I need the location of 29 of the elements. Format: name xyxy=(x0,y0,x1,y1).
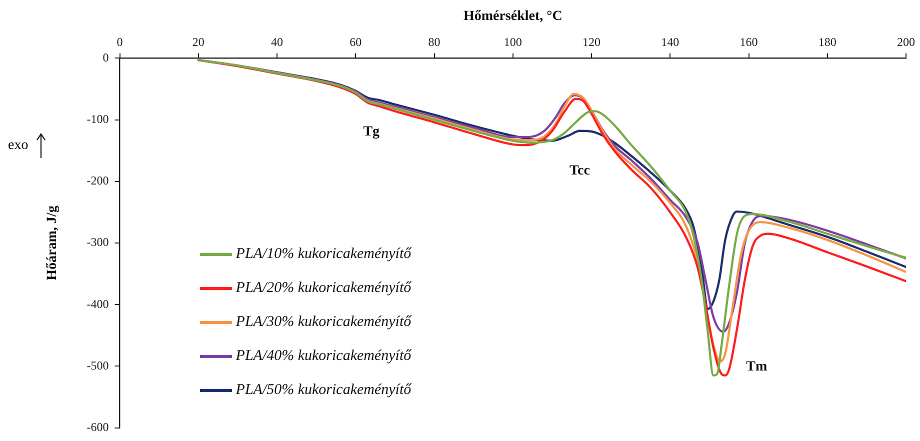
annotation: Tg xyxy=(363,124,380,140)
text: exo xyxy=(8,138,28,154)
y-tick-label: -500 xyxy=(86,358,109,372)
annotation: Tm xyxy=(746,359,768,374)
y-axis-title: Hőáram, J/g xyxy=(45,206,60,280)
y-tick-label: -300 xyxy=(86,235,109,250)
y-tick-label: 0 xyxy=(102,50,109,64)
x-tick-label: 160 xyxy=(740,35,758,50)
x-tick-label: 40 xyxy=(271,35,284,50)
x-tick-label: 60 xyxy=(350,35,362,50)
legend-label: PLA/50% kukoricakeményítő xyxy=(236,382,412,400)
x-tick-label: 120 xyxy=(582,35,601,50)
x-tick-label: 80 xyxy=(428,35,440,50)
legend-label: PLA/10% kukoricakeményítő xyxy=(236,246,412,264)
x-tick-label: 20 xyxy=(192,35,204,50)
legend-label: PLA/20% kukoricakeményítő xyxy=(236,280,412,298)
y-tick-label: -200 xyxy=(86,174,109,188)
x-tick-label: 200 xyxy=(897,35,915,50)
x-axis-title: Hőmérséklet, °C xyxy=(463,9,562,24)
y-tick-label: -400 xyxy=(86,296,109,311)
y-tick-label: -100 xyxy=(86,112,109,126)
x-tick-label: 140 xyxy=(661,35,680,50)
x-tick-label: 100 xyxy=(504,35,522,50)
legend-label: PLA/30% kukoricakeményítő xyxy=(236,314,412,332)
annotation: Tcc xyxy=(569,164,590,179)
x-tick-label: 0 xyxy=(116,35,123,50)
x-tick-label: 180 xyxy=(818,35,836,50)
y-tick-label: -600 xyxy=(86,420,109,434)
legend-label: PLA/40% kukoricakeményítő xyxy=(236,348,412,366)
